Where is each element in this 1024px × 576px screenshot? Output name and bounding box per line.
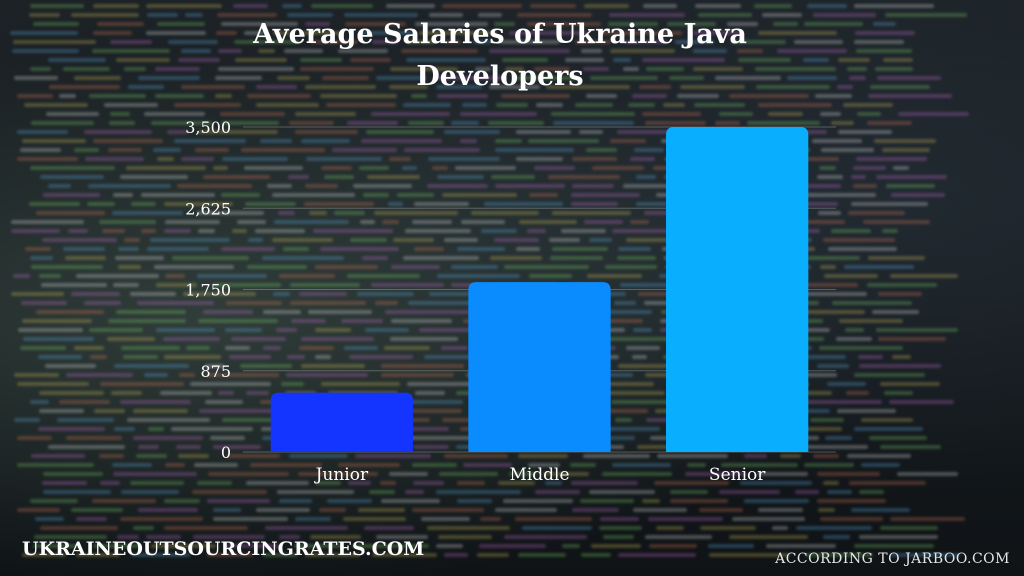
bars: [270, 127, 809, 452]
category-label-middle: Middle: [509, 465, 569, 485]
bar-middle: [468, 282, 611, 452]
y-tick-label: 3,500: [185, 118, 231, 137]
bar-senior: [666, 127, 809, 452]
x-axis-categories: Junior Middle Senior: [314, 465, 767, 485]
category-label-senior: Senior: [709, 465, 766, 485]
y-tick-label: 2,625: [185, 199, 231, 218]
chart-title: Average Salaries of Ukraine Java Develop…: [253, 19, 747, 92]
bar-junior: [270, 392, 413, 452]
y-tick-label: 875: [200, 362, 231, 381]
y-axis-ticks: 0 875 1,750 2,625 3,500: [185, 118, 231, 462]
site-watermark: UKRAINEOUTSOURCINGRATES.COM: [22, 538, 425, 560]
y-tick-label: 0: [221, 443, 231, 462]
y-tick-label: 1,750: [185, 281, 231, 300]
category-label-junior: Junior: [314, 465, 369, 485]
source-credit: ACCORDING TO JARBOO.COM: [775, 551, 1010, 567]
